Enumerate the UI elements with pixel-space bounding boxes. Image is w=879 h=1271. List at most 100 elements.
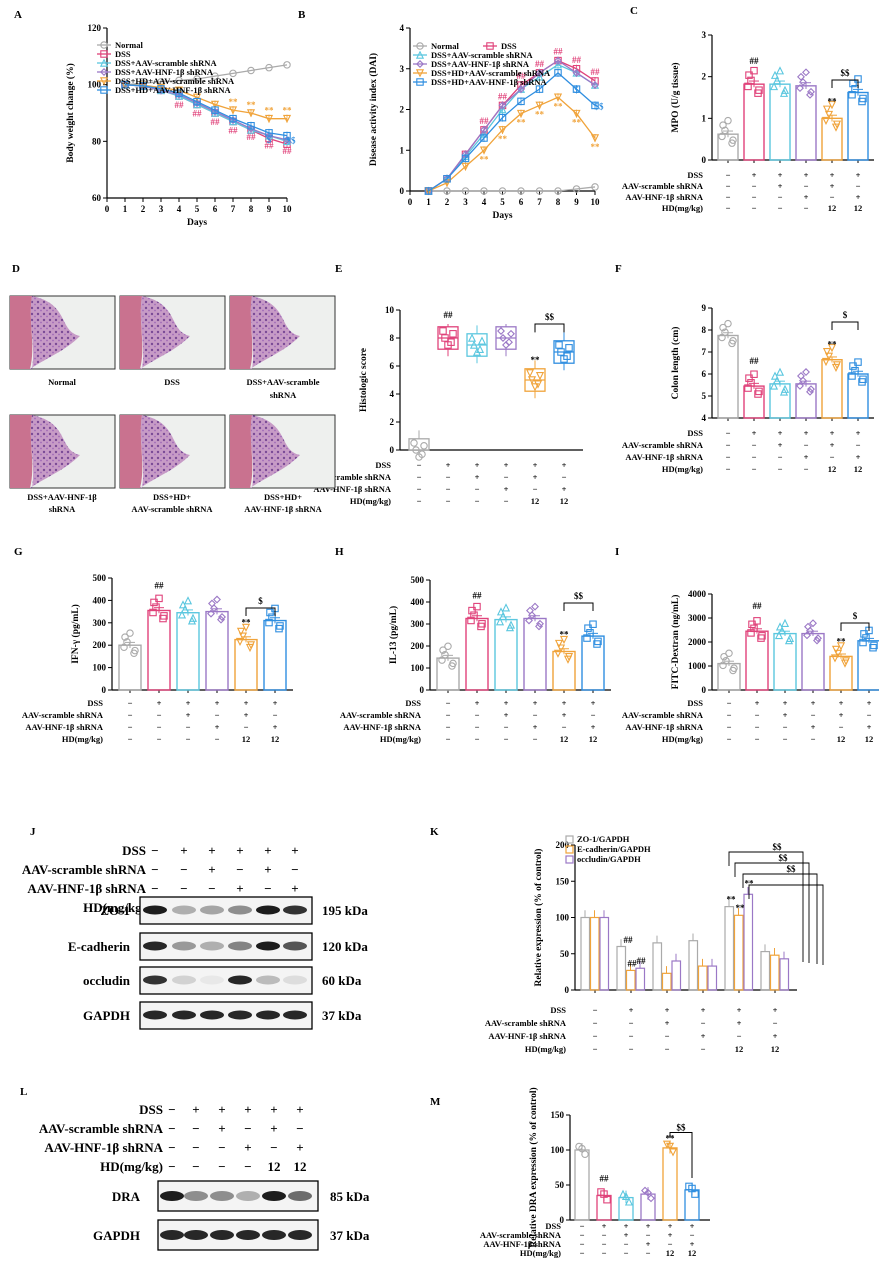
condition-value: −	[580, 1248, 585, 1258]
condition-value: +	[839, 710, 844, 720]
y-tick-label: 4	[390, 389, 395, 399]
y-tick-label: 3000	[688, 613, 707, 623]
legend-marker	[99, 77, 109, 86]
data-point	[758, 632, 766, 640]
data-point	[858, 378, 866, 386]
data-point	[754, 390, 762, 398]
kda-label: 195 kDa	[322, 903, 368, 918]
y-tick-label: 5	[702, 391, 707, 401]
condition-value: −	[752, 452, 757, 462]
legend-marker	[99, 58, 109, 67]
sig-dollar: $	[258, 596, 263, 606]
condition-value: +	[504, 698, 509, 708]
condition-value: −	[215, 734, 220, 744]
data-point	[578, 1144, 586, 1153]
condition-value: +	[273, 698, 278, 708]
blot-band	[283, 1010, 307, 1020]
sig-ddollar: $$	[595, 101, 605, 111]
sig-hash: ##	[229, 126, 239, 136]
data-point	[572, 185, 581, 193]
x-tick-label: 1	[426, 197, 431, 207]
condition-value: +	[811, 722, 816, 732]
data-point	[688, 1184, 696, 1193]
panel-label-I: I	[615, 546, 619, 558]
condition-label: AAV-HNF-1β shRNA	[25, 722, 103, 732]
data-point	[525, 616, 533, 625]
condition-value: +	[244, 710, 249, 720]
x-tick-label: 10	[283, 204, 293, 214]
y-axis-label: IL-13 (pg/mL)	[388, 606, 399, 664]
condition-value: +	[591, 722, 596, 732]
blot-band	[200, 1010, 224, 1020]
data-point	[467, 333, 477, 342]
bar	[760, 950, 771, 991]
condition-value: +	[186, 710, 191, 720]
blot-band	[256, 1010, 280, 1020]
panel-label-L: L	[20, 1086, 27, 1098]
bar	[795, 383, 817, 419]
data-point	[858, 97, 866, 106]
condition-value: +	[504, 710, 509, 720]
legend-label: DSS+AAV-scramble shRNA	[431, 50, 533, 60]
condition-value: +	[773, 1005, 778, 1015]
data-point	[600, 1190, 608, 1198]
condition-value: +	[244, 1102, 251, 1117]
condition-label: HD(mg/kg)	[100, 1159, 163, 1174]
condition-value: −	[804, 464, 809, 474]
condition-value: −	[737, 1031, 742, 1041]
y-tick-label: 400	[93, 595, 107, 605]
condition-value: −	[180, 881, 187, 896]
condition-value: +	[624, 1221, 629, 1231]
sig-hash: ##	[175, 100, 185, 110]
condition-value: −	[804, 181, 809, 191]
data-point	[448, 662, 456, 670]
y-tick-label: 0	[420, 685, 425, 695]
condition-value: −	[446, 496, 451, 506]
sig-hash: ##	[265, 141, 275, 151]
condition-value: −	[811, 734, 816, 744]
data-point	[721, 126, 729, 135]
condition-value: 12	[735, 1044, 744, 1054]
sig-star: **	[554, 101, 564, 111]
condition-value: −	[270, 1140, 277, 1155]
condition-label: AAV-scramble shRNA	[39, 1121, 164, 1136]
data-point	[621, 1191, 631, 1200]
condition-value: +	[830, 170, 835, 180]
data-point	[180, 604, 190, 614]
tissue-layer	[120, 415, 143, 488]
x-tick-label: 5	[195, 204, 200, 214]
data-point	[536, 619, 544, 628]
protein-label: E-cadherin	[68, 939, 131, 954]
data-point	[644, 1188, 652, 1197]
data-point	[618, 1189, 628, 1198]
panel-label-M: M	[430, 1096, 441, 1108]
series-line	[428, 186, 596, 192]
condition-value: −	[629, 1018, 634, 1028]
sig-ddollar: $$	[287, 136, 297, 146]
condition-label: DSS	[687, 170, 703, 180]
sig-dollar: $	[853, 611, 858, 621]
condition-value: −	[602, 1248, 607, 1258]
data-point	[770, 70, 780, 79]
legend-marker	[416, 60, 424, 68]
condition-value: −	[752, 192, 757, 202]
bar	[234, 638, 258, 691]
sig-dollar: $$	[574, 591, 584, 601]
y-tick-label: 1	[400, 145, 405, 155]
data-point	[530, 383, 540, 392]
data-point	[831, 123, 841, 132]
condition-value: +	[646, 1239, 651, 1249]
condition-value: −	[726, 428, 731, 438]
data-point	[624, 1197, 634, 1206]
data-point	[799, 376, 807, 385]
data-point	[177, 610, 187, 619]
tissue-layer	[230, 296, 253, 369]
condition-value: +	[665, 1018, 670, 1028]
condition-value: 12	[242, 734, 251, 744]
condition-value: +	[504, 460, 509, 470]
data-point	[774, 630, 784, 640]
panel-label-A: A	[14, 9, 22, 21]
condition-value: +	[778, 170, 783, 180]
condition-value: −	[264, 881, 271, 896]
legend-label: DSS+HD+AAV-scramble shRNA	[115, 76, 235, 86]
